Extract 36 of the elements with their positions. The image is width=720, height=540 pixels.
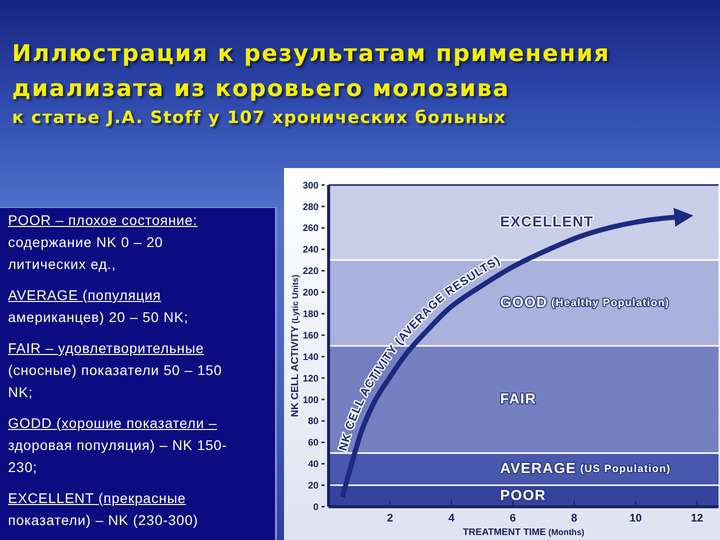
band-label: EXCELLENT [500, 214, 594, 231]
x-tick-label: 2 [386, 512, 394, 525]
y-tick-label: 0 [313, 502, 319, 514]
text: FAIR – удовлетворительные (сносные) показатели 50 – 150 NK; [8, 339, 224, 402]
y-tick-label: 120 [302, 373, 319, 384]
y-tick-label: 180 [302, 309, 319, 320]
y-tick-label: 220 [302, 266, 319, 278]
text: AVERAGE (популяция американцев) 20 – 50 NK; [8, 286, 190, 327]
x-tick-label: 10 [629, 512, 642, 525]
band-label: FAIR [500, 391, 536, 408]
y-tick-label: 240 [302, 244, 319, 256]
x-tick-label: 8 [571, 512, 578, 525]
text: GODD (хорошие показатели – здоровая популяция) – NK 150-230; [8, 414, 228, 477]
x-axis-title: TREATMENT TIME (Months) [462, 527, 584, 538]
band-label: GOOD (Healthy Population) [500, 294, 670, 311]
x-tick-label: 12 [690, 512, 704, 525]
y-tick-label: 260 [302, 223, 319, 234]
chart-title: Иллюстрация к результатам применения диализата из коровьего молозива [12, 40, 612, 104]
chart-subtitle: к статье J.A. Stoff у 107 хронических больных [12, 108, 508, 128]
x-tick-label: 6 [510, 512, 516, 525]
y-tick-label: 280 [302, 202, 319, 213]
y-tick-label: 160 [302, 330, 319, 342]
text: EXCELLENT (прекрасные показатели) – NK (230-300) [8, 489, 200, 530]
x-tick-label: 4 [448, 512, 456, 525]
y-tick-label: 20 [308, 480, 319, 492]
y-tick-label: 300 [302, 180, 319, 192]
y-axis-title: NK CELL ACTIVITY (Lytic Units) [290, 274, 301, 417]
y-tick-label: 80 [308, 416, 319, 428]
y-tick-label: 200 [302, 288, 319, 299]
text: POOR – плохое состояние: содержание NK 0 – 20 литических ед., [8, 211, 198, 274]
y-tick-label: 60 [308, 438, 319, 449]
y-tick-label: 100 [302, 394, 319, 406]
band-label: POOR [500, 488, 546, 504]
y-tick-label: 140 [302, 352, 319, 363]
y-tick-label: 40 [308, 459, 319, 470]
band-label: AVERAGE (US Population) [500, 461, 671, 478]
